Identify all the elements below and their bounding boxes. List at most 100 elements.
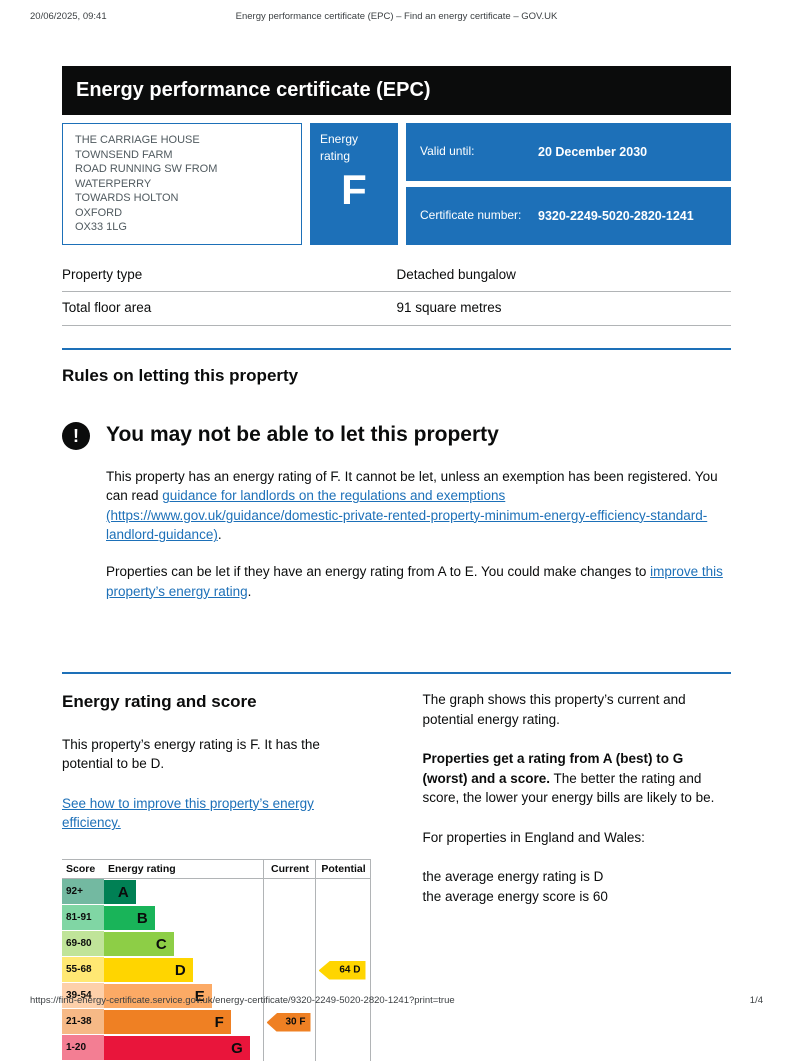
epc-current-cell	[262, 905, 315, 932]
epc-band-letter: F	[214, 1013, 224, 1031]
epc-score-cell: 21-38	[62, 1009, 104, 1036]
epc-band-row: 1-20 G	[62, 1035, 371, 1061]
average-score-line: the average energy score is 60	[422, 889, 608, 905]
certificate-summary: THE CARRIAGE HOUSE TOWNSEND FARM ROAD RU…	[62, 123, 731, 245]
epc-current-cell	[262, 879, 315, 906]
epc-band-letter: G	[231, 1039, 243, 1057]
improve-rating-link[interactable]: improve this property’s energy rating	[106, 563, 723, 599]
browser-print-footer: https://find-energy-certificate.service.…	[30, 994, 763, 1008]
epc-score-cell: 92+	[62, 879, 104, 906]
epc-potential-cell	[314, 879, 371, 906]
print-page-title: Energy performance certificate (EPC) – F…	[235, 11, 558, 22]
warning-p1-end: .	[217, 527, 222, 543]
improve-efficiency-link[interactable]: See how to improve this property’s energ…	[62, 795, 314, 831]
epc-band-row: 69-80 C	[62, 931, 371, 958]
epc-header-potential: Potential	[314, 859, 371, 879]
epc-band-bar-d: D	[104, 958, 193, 983]
epc-score-cell: 69-80	[62, 931, 104, 958]
epc-score-cell: 55-68	[62, 957, 104, 984]
england-wales-intro: For properties in England and Wales:	[422, 829, 645, 845]
rating-explainer-rest: The better the rating and score, the low…	[422, 770, 715, 806]
epc-chart: Score Energy rating Current Potential 92…	[62, 858, 371, 1061]
epc-band-letter: C	[155, 935, 167, 953]
epc-band-row: 81-91 B	[62, 905, 371, 932]
rating-right-column: The graph shows this property’s current …	[423, 690, 732, 1061]
rating-explainer-bold: Properties get a rating from A (best) to…	[422, 751, 684, 786]
address-line: OXFORD	[75, 206, 123, 219]
graph-explainer: The graph shows this property’s current …	[422, 692, 686, 727]
epc-bar-cell: F	[104, 1009, 263, 1035]
letting-rules-title: Rules on letting this property	[62, 365, 299, 385]
epc-band-bar-a: A	[104, 880, 136, 905]
energy-rating-value: F	[341, 165, 367, 213]
rating-intro: This property’s energy rating is F. It h…	[62, 736, 320, 772]
epc-bar-cell: D	[104, 957, 263, 983]
warning-paragraph-1: This property has an energy rating of F.…	[106, 467, 731, 545]
browser-print-header: 20/06/2025, 09:41 Energy performance cer…	[30, 10, 763, 24]
rating-section-title: Energy rating and score	[62, 692, 257, 712]
warning-paragraph-2: Properties can be let if they have an en…	[106, 562, 731, 601]
epc-bar-cell: G	[104, 1035, 263, 1061]
section-divider	[62, 672, 731, 675]
warning-p1-text: This property has an energy rating of F.…	[106, 468, 718, 504]
epc-band-bar-f: F	[104, 1010, 231, 1035]
epc-header-score: Score	[66, 862, 96, 875]
property-address: THE CARRIAGE HOUSE TOWNSEND FARM ROAD RU…	[62, 123, 302, 245]
epc-current-cell	[262, 957, 315, 984]
print-page-number: 1/4	[749, 995, 763, 1007]
epc-potential-cell	[314, 983, 371, 1010]
certificate-page: Energy performance certificate (EPC) THE…	[62, 66, 731, 1061]
valid-until-label: Valid until:	[420, 144, 475, 159]
warning-p2-text: Properties can be let if they have an en…	[106, 563, 651, 579]
epc-band-bar-e: E	[104, 984, 212, 1009]
table-row: Property type Detached bungalow	[62, 259, 731, 293]
epc-header-rating: Energy rating	[108, 862, 176, 875]
epc-potential-cell	[314, 1009, 371, 1036]
epc-band-row: 92+ A	[62, 879, 371, 906]
epc-header-current: Current	[262, 859, 315, 879]
epc-chart-header: Score Energy rating Current Potential	[62, 859, 371, 880]
epc-band-bar-b: B	[104, 906, 155, 931]
epc-potential-cell	[314, 905, 371, 932]
epc-bar-cell: A	[104, 879, 263, 905]
section-divider	[62, 347, 731, 350]
epc-current-cell	[262, 983, 315, 1010]
epc-potential-cell	[314, 1035, 371, 1061]
epc-chart-body: 92+ A 81-91 B 69-80 C 55-68 D 64 D 39-54 E 21-38 F 30…	[62, 879, 371, 1061]
letting-warning: ! You may not be able to let this proper…	[62, 420, 731, 618]
epc-band-letter: B	[136, 909, 148, 927]
certificate-meta: Valid until: 20 December 2030 Certificat…	[406, 123, 731, 245]
epc-band-bar-g: G	[104, 1036, 250, 1061]
epc-potential-cell: 64 D	[314, 957, 371, 984]
epc-score-cell: 81-91	[62, 905, 104, 932]
rating-explainer: Properties get a rating from A (best) to…	[423, 749, 732, 808]
energy-rating-label: Energy rating	[320, 132, 359, 164]
warning-exclamation-icon: !	[62, 422, 90, 451]
address-line: TOWNSEND FARM	[75, 148, 173, 161]
fact-value: Detached bungalow	[396, 266, 516, 282]
epc-band-letter: E	[194, 987, 205, 1005]
epc-bar-cell: C	[104, 931, 263, 957]
table-row: Total floor area 91 square metres	[62, 292, 731, 326]
epc-score-cell: 1-20	[62, 1035, 104, 1061]
warning-title: You may not be able to let this property	[106, 423, 499, 447]
epc-banner-title: Energy performance certificate (EPC)	[62, 66, 731, 115]
address-line: OX33 1LG	[75, 221, 127, 233]
fact-label: Property type	[62, 266, 143, 282]
valid-until-box: Valid until: 20 December 2030	[406, 123, 731, 181]
epc-bar-cell: B	[104, 905, 263, 931]
epc-current-cell	[262, 931, 315, 958]
certificate-number-box: Certificate number: 9320-2249-5020-2820-…	[406, 186, 731, 245]
improve-efficiency-paragraph: See how to improve this property’s energ…	[62, 794, 371, 833]
address-line: TOWARDS HOLTON	[75, 192, 179, 204]
landlord-guidance-link[interactable]: guidance for landlords on the regulation…	[106, 488, 708, 543]
warning-p2-end: .	[247, 583, 252, 599]
epc-band-letter: D	[174, 961, 186, 979]
epc-potential-marker: 64 D	[318, 960, 366, 980]
warning-body: You may not be able to let this property…	[106, 420, 731, 618]
epc-band-bar-c: C	[104, 932, 174, 957]
epc-bar-cell: E	[104, 983, 263, 1009]
epc-band-letter: A	[117, 883, 129, 901]
address-line: THE CARRIAGE HOUSE	[75, 134, 200, 146]
epc-current-cell	[262, 1035, 315, 1061]
